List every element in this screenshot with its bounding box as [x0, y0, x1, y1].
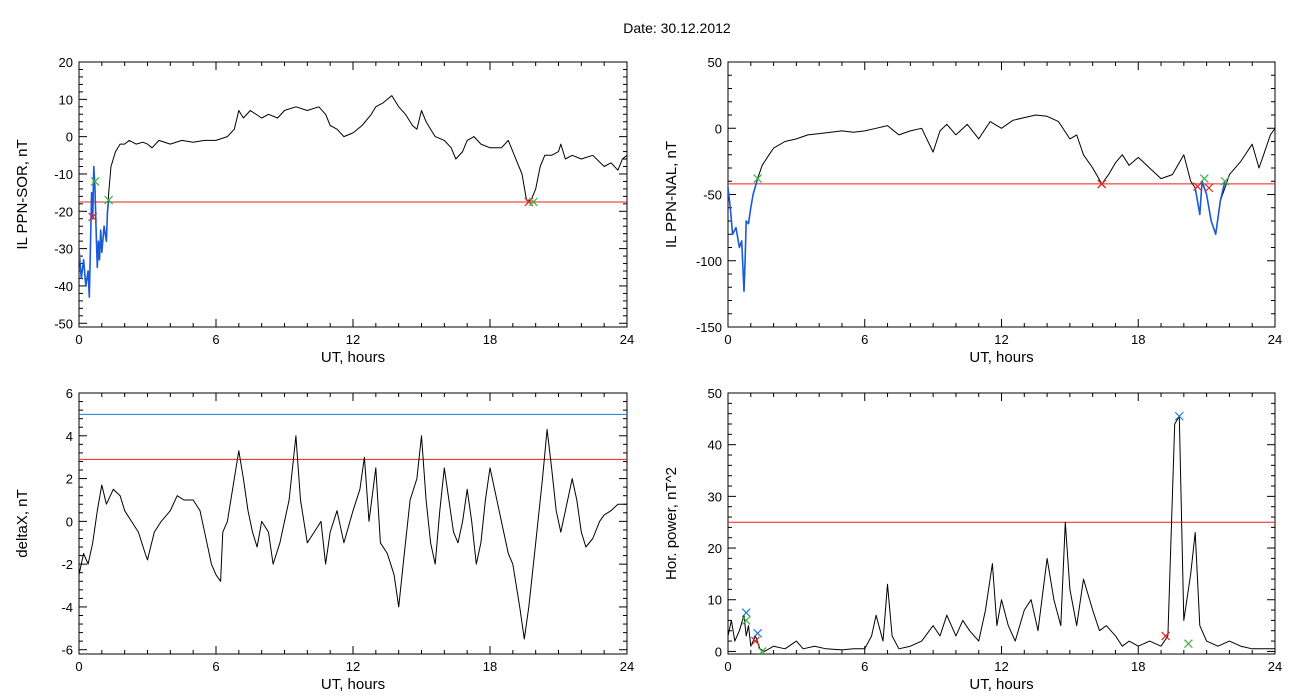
x-axis-label: UT, hours	[321, 676, 385, 693]
plot-frame	[78, 61, 628, 328]
x-tick-label: 6	[861, 659, 868, 674]
cross-marker	[1183, 639, 1193, 649]
x-tick-label: 0	[724, 332, 731, 347]
figure-title: Date: 30.12.2012	[623, 20, 731, 36]
y-axis-label: IL PPN-SOR, nT	[14, 139, 31, 249]
x-tick-label: 6	[861, 332, 868, 347]
cross-marker	[1161, 631, 1171, 641]
x-tick-label: 0	[724, 659, 731, 674]
y-tick-label: -50	[703, 188, 722, 203]
x-tick-label: 24	[1268, 659, 1282, 674]
y-axis-label: IL PPN-NAL, nT	[663, 141, 680, 248]
series-line	[728, 415, 1275, 652]
highlight-line	[1194, 180, 1226, 236]
cross-marker	[1174, 411, 1184, 421]
y-tick-label: -20	[54, 204, 73, 219]
x-tick-label: 6	[212, 659, 219, 674]
cross-marker	[753, 628, 763, 638]
y-tick-label: -50	[54, 316, 73, 331]
y-tick-label: 2	[66, 472, 73, 487]
cross-marker	[1220, 176, 1230, 186]
x-axis-label: UT, hours	[969, 349, 1033, 366]
y-axis-label: Hor. power, nT^2	[663, 467, 680, 580]
y-tick-label: -10	[54, 167, 73, 182]
y-tick-label: 0	[715, 121, 722, 136]
series-line	[79, 428, 627, 640]
x-tick-label: 18	[483, 332, 497, 347]
y-tick-label: -150	[696, 320, 722, 335]
x-tick-label: 12	[994, 332, 1008, 347]
cross-marker	[757, 646, 767, 654]
y-tick-label: 6	[66, 386, 73, 401]
plot-frame	[727, 392, 1276, 655]
highlight-line	[79, 165, 110, 298]
cross-marker	[88, 212, 98, 222]
x-tick-label: 18	[1131, 659, 1145, 674]
data-layer	[79, 95, 627, 298]
x-tick-label: 6	[212, 332, 219, 347]
cross-marker	[1204, 183, 1214, 193]
cross-marker	[528, 197, 538, 207]
y-tick-label: -100	[696, 254, 722, 269]
x-tick-label: 24	[620, 659, 634, 674]
y-tick-label: 20	[708, 541, 722, 556]
y-tick-label: 50	[708, 386, 722, 401]
cross-marker	[741, 615, 751, 625]
x-tick-label: 24	[620, 332, 634, 347]
data-layer	[728, 114, 1275, 292]
y-tick-label: 0	[715, 644, 722, 659]
y-tick-label: 50	[708, 55, 722, 70]
cross-marker	[1193, 182, 1202, 191]
x-tick-label: 24	[1268, 332, 1282, 347]
plot-frame	[727, 61, 1276, 328]
y-tick-label: 40	[708, 438, 722, 453]
cross-marker	[753, 174, 763, 184]
cross-marker	[104, 195, 114, 205]
y-tick-label: 0	[66, 514, 73, 529]
x-tick-label: 18	[483, 659, 497, 674]
x-tick-label: 12	[346, 332, 360, 347]
chart-sor: 0 6 12 18 24 -50 -40 -30 -20 -10 0 10 20 UT, hours IL …	[14, 55, 634, 366]
x-tick-label: 12	[994, 659, 1008, 674]
x-axis-label: UT, hours	[321, 349, 385, 366]
data-layer	[728, 411, 1275, 654]
y-tick-label: -2	[61, 557, 73, 572]
cross-marker	[1199, 174, 1209, 184]
x-tick-label: 0	[75, 332, 82, 347]
cross-marker	[741, 608, 751, 618]
y-tick-label: 0	[66, 130, 73, 145]
y-tick-label: 30	[708, 489, 722, 504]
plot-frame	[78, 392, 628, 655]
cross-marker	[1097, 179, 1107, 189]
x-axis-label: UT, hours	[969, 676, 1033, 693]
cross-marker	[90, 177, 100, 186]
highlight-line	[728, 178, 759, 292]
y-tick-label: 10	[708, 593, 722, 608]
chart-nal: 0 6 12 18 24 -150 -100 -50 0 50 UT, hours IL PPN-NA…	[663, 55, 1282, 366]
y-tick-label: 4	[66, 429, 73, 444]
series-line	[728, 114, 1275, 292]
x-tick-label: 18	[1131, 332, 1145, 347]
y-tick-label: -4	[61, 600, 73, 615]
data-layer	[79, 413, 627, 640]
x-tick-label: 12	[346, 659, 360, 674]
y-tick-label: 10	[59, 92, 73, 107]
y-tick-label: -6	[61, 643, 73, 658]
chart-hpower: 0 6 12 18 24 0 10 20 30 40 50 UT, hours Hor. power, …	[663, 386, 1282, 693]
y-tick-label: -40	[54, 279, 73, 294]
x-tick-label: 0	[75, 659, 82, 674]
series-line	[79, 95, 627, 298]
y-axis-label: deltaX, nT	[14, 489, 31, 557]
y-tick-label: 20	[59, 55, 73, 70]
y-tick-label: -30	[54, 242, 73, 257]
cross-marker	[750, 636, 760, 646]
